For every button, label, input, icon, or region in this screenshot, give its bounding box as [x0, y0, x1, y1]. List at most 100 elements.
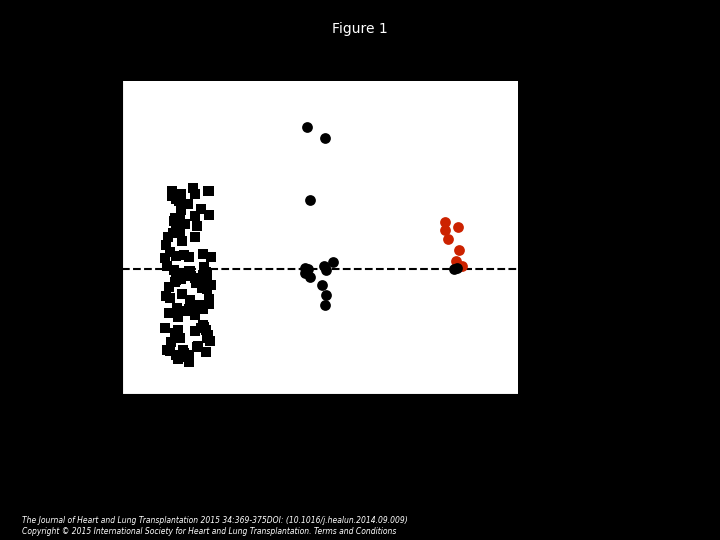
Point	[179, 219, 191, 228]
Point	[202, 276, 213, 285]
Text: 31% mortality: 31% mortality	[344, 460, 428, 473]
Point	[174, 334, 186, 342]
Point	[202, 269, 213, 278]
Point	[161, 345, 172, 354]
Text: No mortality: No mortality	[549, 325, 623, 338]
Point	[170, 252, 181, 260]
Point	[159, 253, 171, 262]
Point	[182, 353, 194, 361]
Point	[172, 313, 184, 321]
Point	[204, 337, 216, 346]
Point	[190, 279, 202, 287]
Point	[302, 265, 313, 273]
Point	[202, 186, 214, 195]
Point	[174, 215, 186, 224]
Point	[164, 294, 176, 302]
Y-axis label: TPR (Dynes.sec.cm⁻⁵): TPR (Dynes.sec.cm⁻⁵)	[61, 169, 74, 306]
Point	[192, 222, 203, 231]
Point	[199, 267, 211, 276]
Point	[176, 289, 188, 298]
Point	[168, 266, 179, 274]
Point	[189, 212, 200, 220]
Point	[449, 265, 460, 274]
Point	[320, 291, 332, 299]
Point	[194, 274, 205, 283]
Point	[171, 195, 182, 204]
Point	[172, 326, 184, 334]
Point	[174, 228, 185, 237]
Point	[175, 269, 186, 278]
Point	[318, 261, 330, 270]
Point	[197, 305, 209, 313]
Point	[201, 285, 212, 294]
Point	[176, 275, 187, 284]
Point	[174, 307, 186, 315]
Point	[320, 301, 331, 310]
Point	[206, 252, 217, 261]
Point	[167, 229, 179, 238]
Point	[304, 273, 315, 281]
Point	[304, 195, 315, 204]
Point	[191, 343, 202, 352]
Point	[183, 252, 194, 261]
Text: The Journal of Heart and Lung Transplantation 2015 34:369-375DOI: (10.1016/j.hea: The Journal of Heart and Lung Transplant…	[22, 516, 408, 525]
Point	[183, 350, 194, 359]
Point	[202, 282, 213, 291]
Point	[173, 355, 184, 363]
Point	[171, 275, 182, 284]
Point	[189, 190, 201, 199]
Point	[184, 295, 196, 304]
Point	[452, 223, 464, 232]
Point	[184, 267, 196, 275]
Point	[189, 233, 201, 242]
Point	[175, 190, 186, 199]
Point	[195, 324, 207, 333]
Point	[163, 233, 174, 241]
Point	[440, 226, 451, 234]
Point	[170, 214, 181, 222]
Point	[166, 338, 177, 347]
Point	[163, 283, 175, 292]
Point	[171, 271, 182, 279]
Point	[203, 300, 215, 308]
Point	[192, 341, 204, 350]
Point	[320, 266, 331, 275]
Point	[202, 331, 214, 340]
Point	[166, 192, 177, 200]
Point	[170, 350, 181, 359]
Point	[196, 283, 207, 292]
Point	[197, 321, 209, 329]
Point	[184, 307, 196, 315]
Point	[299, 264, 310, 272]
Point	[202, 271, 213, 279]
Text: Copyright © 2015 International Society for Heart and Lung Transplantation. Terms: Copyright © 2015 International Society f…	[22, 526, 396, 536]
Point	[170, 278, 181, 286]
Point	[316, 280, 328, 289]
Point	[171, 331, 182, 340]
Point	[183, 266, 194, 275]
Point	[319, 134, 330, 143]
Point	[451, 264, 462, 272]
Point	[165, 347, 176, 356]
Point	[171, 303, 183, 312]
Point	[163, 309, 175, 318]
Point	[195, 205, 207, 213]
Point	[194, 301, 205, 309]
Point	[185, 272, 197, 281]
Point	[456, 261, 467, 270]
Point	[198, 270, 210, 279]
Point	[189, 274, 200, 282]
Point	[453, 246, 464, 254]
Point	[184, 305, 195, 313]
Point	[160, 323, 171, 332]
Point	[161, 292, 172, 301]
Point	[175, 205, 186, 214]
Point	[169, 328, 181, 337]
Point	[198, 323, 210, 332]
Point	[451, 256, 462, 265]
Point	[200, 326, 212, 335]
Point	[189, 310, 200, 319]
Point	[168, 216, 179, 225]
Point	[197, 250, 209, 259]
Point	[205, 280, 217, 289]
